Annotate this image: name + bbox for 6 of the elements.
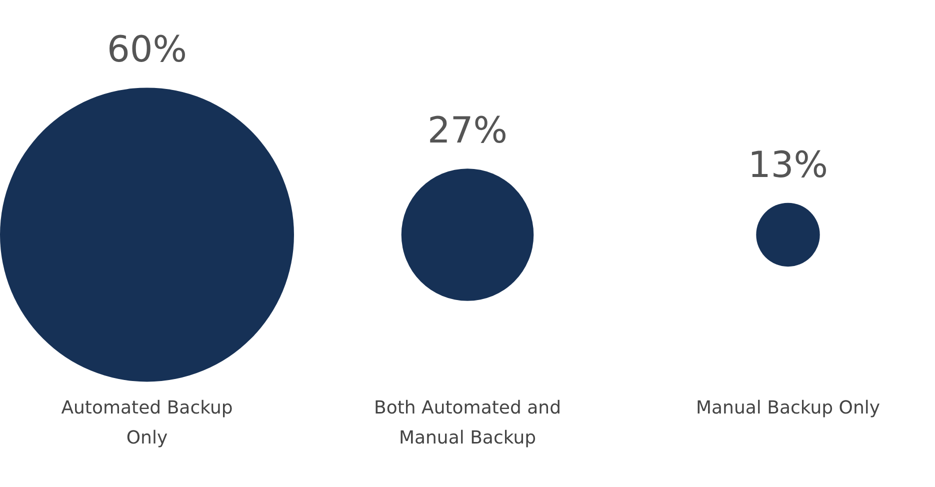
data-label: 27% [427,110,508,152]
category-label: Automated Backup Only [61,398,233,449]
category-label: Both Automated and Manual Backup [374,398,562,449]
data-label: 60% [106,30,188,71]
data-label: 13% [748,144,828,186]
category-label: Manual Backup Only [696,398,880,419]
